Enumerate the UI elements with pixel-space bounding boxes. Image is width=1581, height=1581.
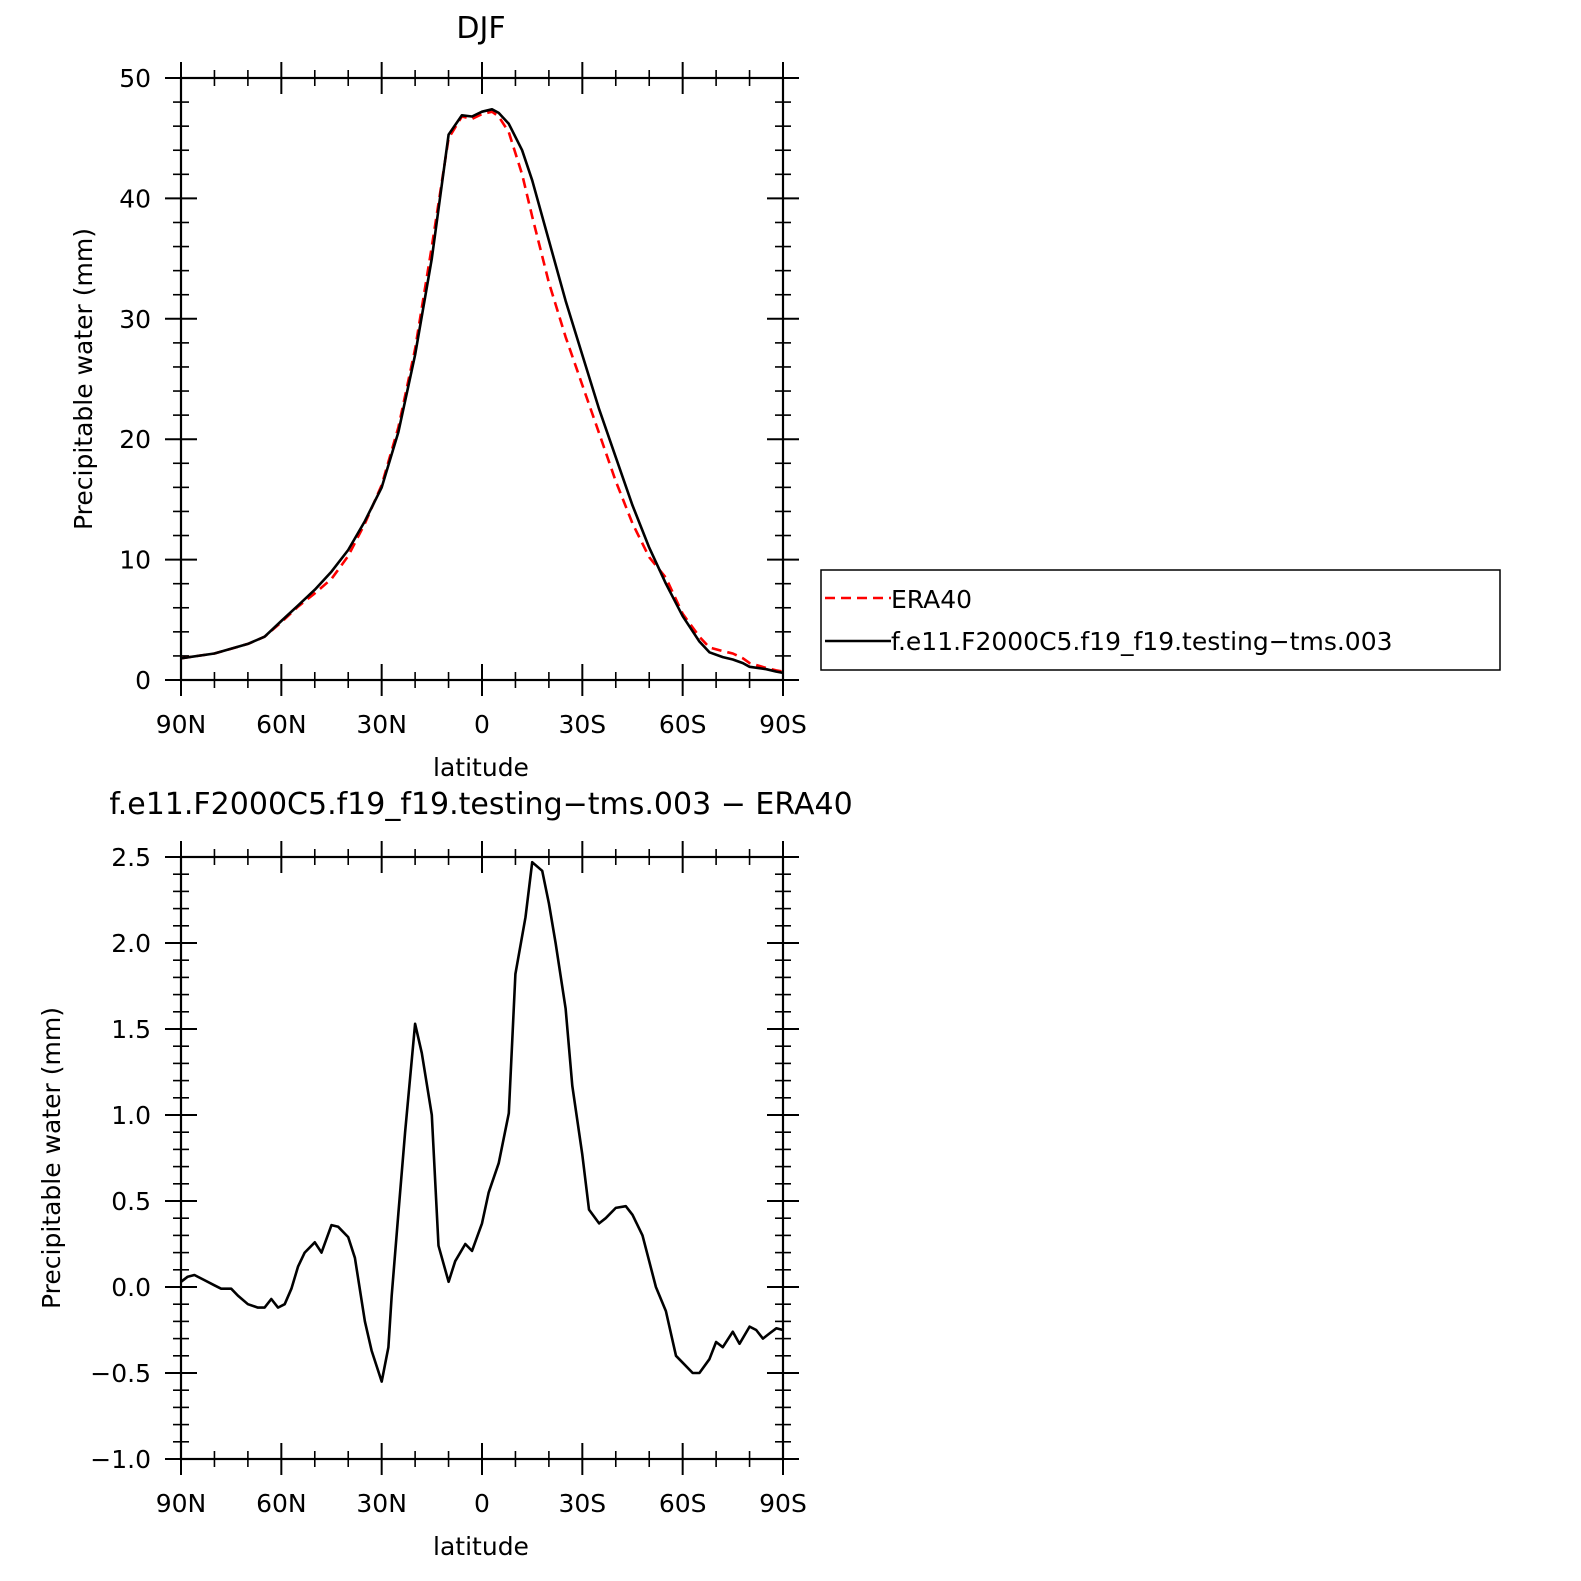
series-line-era40: [180, 110, 784, 673]
x-tick-label: 90N: [156, 710, 207, 739]
y-tick-label: 30: [119, 305, 151, 334]
y-tick-label: 0.0: [111, 1273, 151, 1302]
legend-label-model: f.e11.F2000C5.f19_f19.testing−tms.003: [891, 627, 1393, 656]
bottom-x-axis-label: latitude: [433, 1532, 529, 1561]
y-tick-label: −1.0: [90, 1445, 151, 1474]
legend-box: [820, 569, 1501, 671]
y-tick-label: 1.0: [111, 1101, 151, 1130]
x-tick-label: 0: [474, 710, 490, 739]
x-tick-label: 60N: [256, 1489, 307, 1518]
y-tick-label: 0.5: [111, 1187, 151, 1216]
top-chart-title: DJF: [456, 11, 505, 46]
x-tick-label: 90N: [156, 1489, 207, 1518]
bottom-x-tick-labels: 90N 60N 30N 0 30S 60S 90S: [156, 1489, 807, 1518]
top-y-tick-labels: 0 10 20 30 40 50: [119, 64, 151, 695]
bottom-ticks: [165, 841, 799, 1475]
x-tick-label: 60N: [256, 710, 307, 739]
y-tick-label: 1.5: [111, 1015, 151, 1044]
x-tick-label: 30S: [558, 710, 606, 739]
djf-panel: DJF 0 10 20 30 40 50 90N 60N 30N 0 30S 60S 90S lati…: [69, 11, 1501, 782]
legend-label-era40: ERA40: [891, 585, 972, 614]
x-tick-label: 30N: [356, 1489, 407, 1518]
y-tick-label: 10: [119, 546, 151, 575]
y-tick-label: 2.0: [111, 929, 151, 958]
y-tick-label: 40: [119, 184, 151, 213]
bottom-plot-frame: [179, 855, 785, 1461]
series-line-f-e11-f2000c5-f19-f19-testing-tms-003: [180, 108, 784, 675]
y-tick-label: 2.5: [111, 843, 151, 872]
legend: ERA40 f.e11.F2000C5.f19_f19.testing−tms.…: [820, 569, 1501, 671]
bottom-y-tick-labels: −1.0 −0.5 0.0 0.5 1.0 1.5 2.0 2.5: [90, 843, 151, 1474]
difference-panel: f.e11.F2000C5.f19_f19.testing−tms.003 − …: [37, 787, 853, 1561]
x-tick-label: 0: [474, 1489, 490, 1518]
y-tick-label: 20: [119, 425, 151, 454]
y-tick-label: −0.5: [90, 1359, 151, 1388]
x-tick-label: 30N: [356, 710, 407, 739]
x-tick-label: 90S: [759, 710, 807, 739]
series-line-bot-0: [180, 860, 784, 1383]
bottom-chart-title: f.e11.F2000C5.f19_f19.testing−tms.003 − …: [109, 787, 852, 822]
top-x-axis-label: latitude: [433, 753, 529, 782]
y-tick-label: 50: [119, 64, 151, 93]
top-x-tick-labels: 90N 60N 30N 0 30S 60S 90S: [156, 710, 807, 739]
x-tick-label: 60S: [659, 710, 707, 739]
top-y-axis-label: Precipitable water (mm): [69, 228, 98, 530]
x-tick-label: 30S: [558, 1489, 606, 1518]
x-tick-label: 60S: [659, 1489, 707, 1518]
x-tick-label: 90S: [759, 1489, 807, 1518]
bottom-y-axis-label: Precipitable water (mm): [37, 1007, 66, 1309]
bottom-series: [180, 860, 784, 1383]
top-ticks: [165, 62, 799, 696]
y-tick-label: 0: [135, 666, 151, 695]
top-plot-frame: [179, 76, 785, 682]
top-series: [180, 108, 784, 675]
